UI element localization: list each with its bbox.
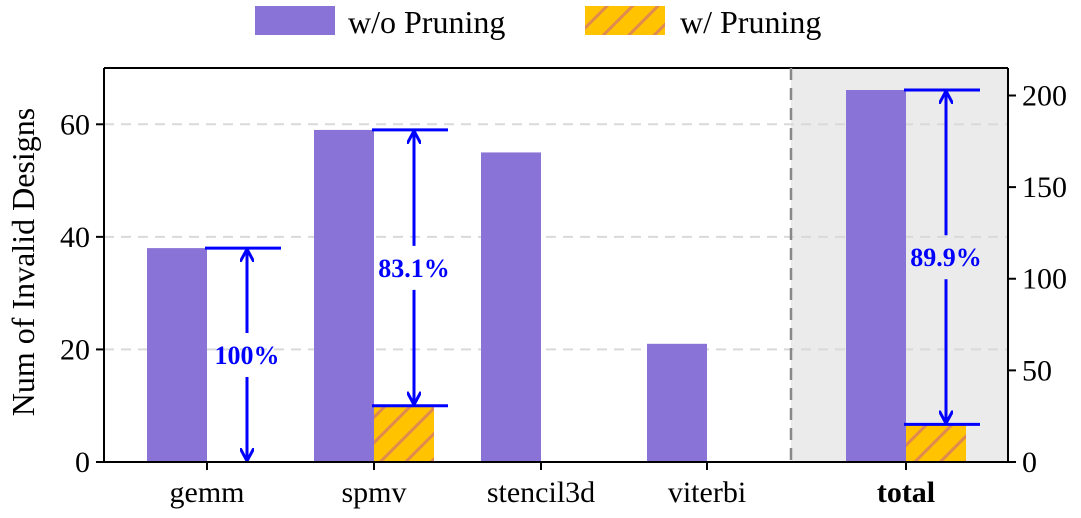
x-tick-label-stencil3d: stencil3d	[487, 476, 595, 509]
legend-swatch-without-pruning	[255, 6, 335, 35]
bar-gemm-without-pruning	[147, 248, 207, 462]
y-tick-label-60: 60	[60, 108, 90, 141]
y2-tick-label-200: 200	[1022, 79, 1067, 112]
bar-stencil3d-without-pruning	[481, 152, 541, 462]
x-tick-label-viterbi: viterbi	[668, 476, 746, 509]
y2-tick-label-50: 50	[1022, 354, 1052, 387]
legend: w/o Pruning w/ Pruning	[255, 4, 821, 40]
bar-viterbi-without-pruning	[647, 343, 707, 462]
y-tick-label-40: 40	[60, 221, 90, 254]
bar-spmv-without-pruning	[314, 129, 374, 462]
x-tick-label-gemm: gemm	[170, 476, 245, 509]
y2-tick-label-0: 0	[1022, 446, 1037, 479]
legend-swatch-with-pruning	[585, 6, 665, 35]
annotation-label-spmv: 83.1%	[378, 254, 450, 283]
x-tick-label-spmv: spmv	[341, 476, 406, 509]
bar-total-without-pruning	[846, 89, 906, 463]
y2-tick-label-100: 100	[1022, 263, 1067, 296]
y-tick-label-0: 0	[75, 446, 90, 479]
y-axis-title: Num of Invalid Designs	[5, 108, 41, 416]
y2-tick-label-150: 150	[1022, 171, 1067, 204]
legend-label-with-pruning: w/ Pruning	[680, 4, 821, 40]
y-tick-label-20: 20	[60, 333, 90, 366]
bar-spmv-with-pruning	[374, 405, 434, 462]
annotation-label-gemm: 100%	[215, 341, 280, 370]
legend-label-without-pruning: w/o Pruning	[348, 4, 505, 40]
bar-total-with-pruning	[906, 424, 966, 462]
x-tick-label-total: total	[877, 476, 935, 509]
annotation-label-total: 89.9%	[910, 243, 982, 272]
